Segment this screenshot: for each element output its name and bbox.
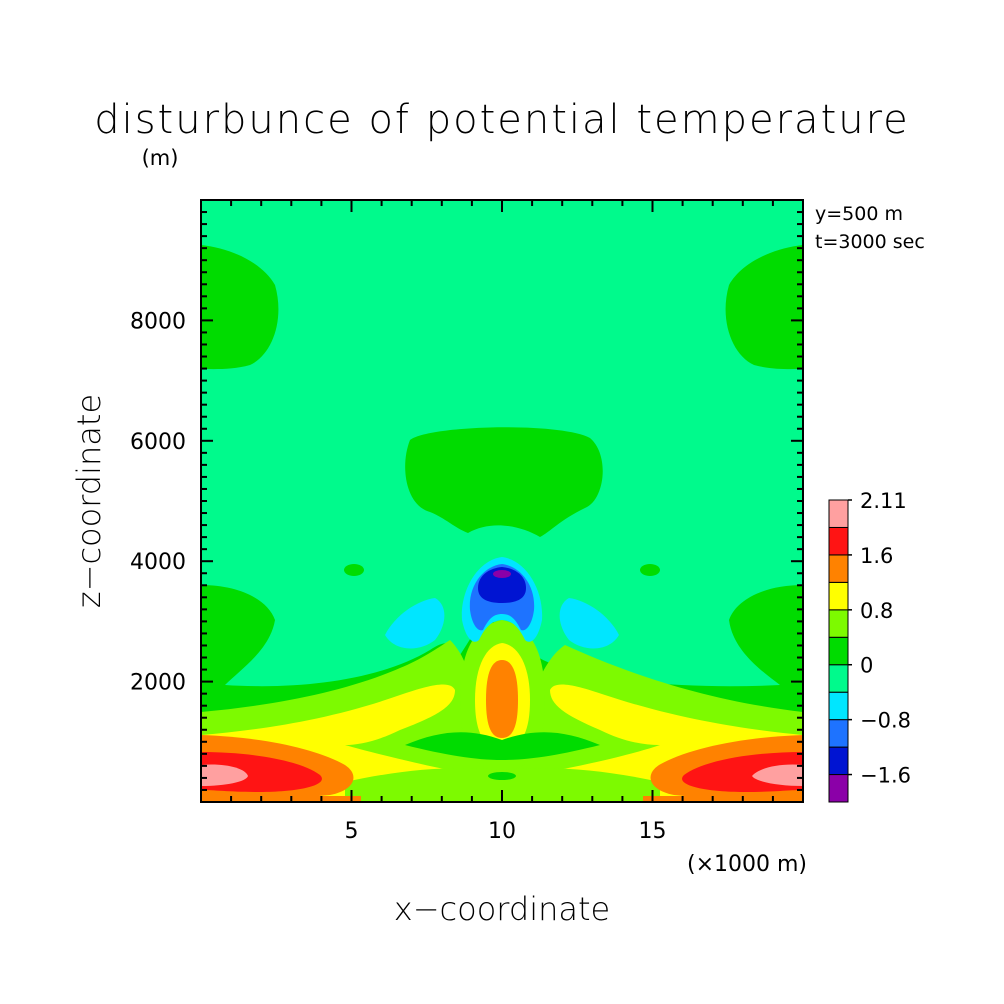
colorbar-label: 2.11	[860, 489, 907, 513]
x-tick-label: 15	[639, 819, 667, 844]
colorbar-box	[828, 636, 849, 666]
left-cyan-lobe	[385, 598, 445, 649]
annotation-t: t=3000 sec	[815, 231, 925, 253]
colorbar-box	[828, 664, 849, 693]
colorbar-box	[828, 581, 849, 611]
upper-right-lobe	[725, 245, 803, 370]
small-positive-dot-left	[344, 564, 364, 576]
colorbar-label: −1.6	[860, 764, 911, 788]
upper-left-lobe	[201, 245, 279, 370]
y-tick-label: 8000	[130, 309, 186, 334]
plot-area	[201, 200, 803, 802]
colorbar-box	[828, 526, 849, 556]
colorbar-box	[828, 691, 849, 721]
x-unit-label: (×1000 m)	[687, 852, 807, 877]
colorbar-box	[828, 554, 849, 583]
small-positive-dot-right	[640, 564, 660, 576]
bottom-edge-orange	[201, 796, 361, 802]
central-plume-orange	[486, 660, 518, 738]
colorbar-label: 0.8	[860, 599, 893, 623]
annotation-y: y=500 m	[815, 203, 903, 225]
left-pink-max	[201, 764, 248, 786]
colorbar-box	[828, 609, 849, 638]
x-tick-label: 5	[345, 819, 359, 844]
y-tick-label: 2000	[130, 671, 186, 696]
y-tick-label: 6000	[130, 430, 186, 455]
bottom-edge-orange-right	[643, 796, 803, 802]
right-pink-max	[752, 764, 803, 786]
colorbar-label: 1.6	[860, 544, 893, 568]
cold-core-darkblue	[478, 567, 526, 603]
right-cyan-lobe	[559, 598, 619, 649]
x-tick-label: 10	[488, 819, 516, 844]
colorbar-box	[828, 719, 849, 748]
y-tick-label: 4000	[130, 550, 186, 575]
units-label: (m)	[142, 146, 179, 170]
cold-core-purple	[493, 570, 511, 578]
bottom-center-wedge	[405, 732, 600, 760]
x-axis-label: x−coordinate	[394, 890, 610, 928]
colorbar-box	[828, 499, 849, 528]
colorbar-box	[828, 774, 849, 803]
bottom-center-dot	[488, 772, 516, 780]
colorbar-label: 0	[860, 654, 873, 678]
chart-title: disturbunce of potential temperature	[94, 97, 910, 143]
upper-dome-positive	[405, 427, 603, 537]
colorbar-box	[828, 746, 849, 776]
y-axis-label: z−coordinate	[70, 394, 108, 608]
tick-layer: 5 10 15 2000 4000 6000 8000	[130, 200, 803, 844]
colorbar-label: −0.8	[860, 709, 911, 733]
bottom-center-lime	[345, 768, 660, 802]
colorbar: 2.11 1.6 0.8 0 −0.8 −1.6	[828, 489, 911, 803]
